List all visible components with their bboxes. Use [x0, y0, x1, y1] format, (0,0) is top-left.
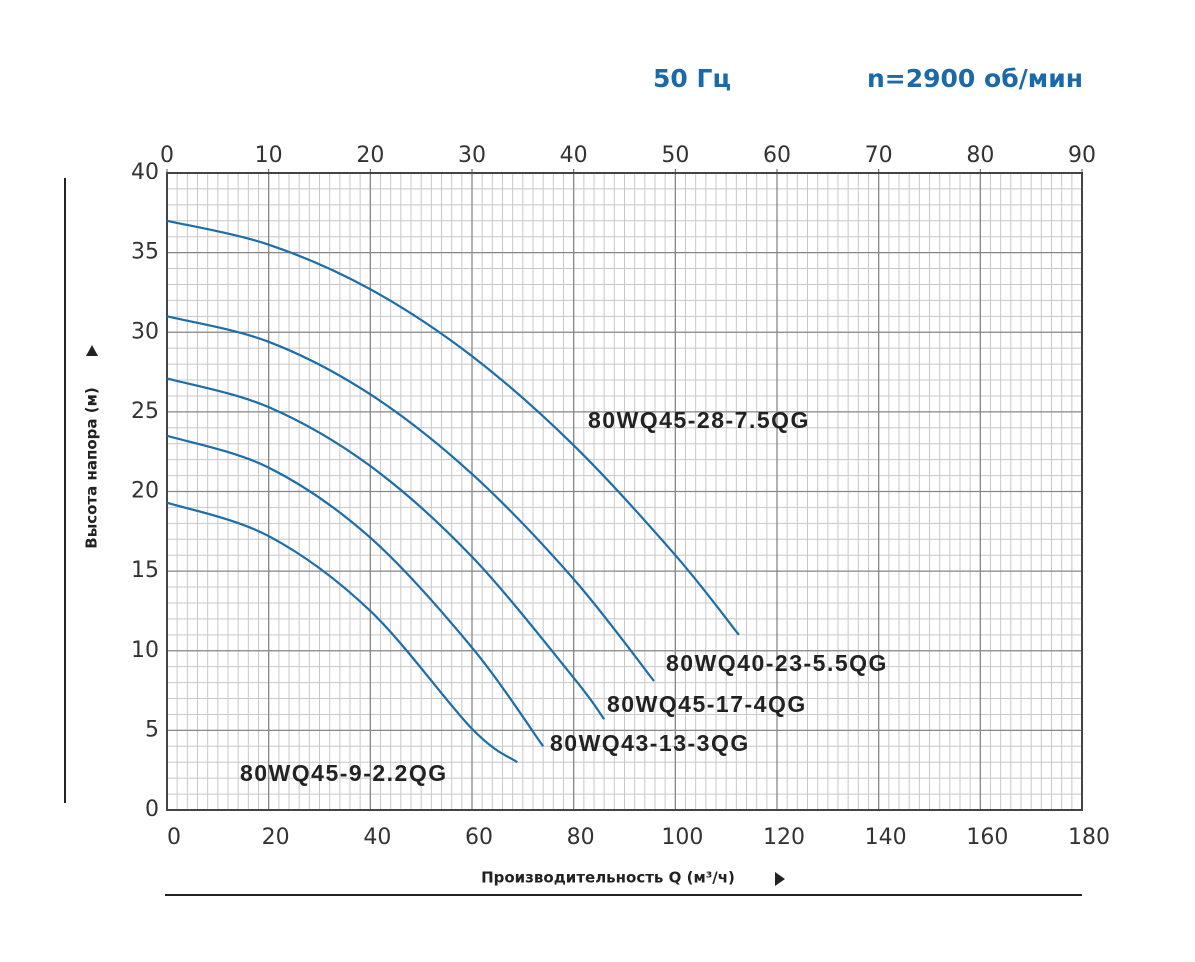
chart-subtitle: n=2900 об/мин: [867, 64, 1083, 93]
x-tick-label: 140: [865, 825, 907, 850]
x2-tick-label: 60: [763, 143, 791, 168]
curve: [166, 377, 606, 720]
x-tick-label: 20: [262, 825, 290, 850]
y-tick-label: 30: [131, 319, 159, 344]
series-label: 80WQ45-9-2.2QG: [240, 760, 448, 786]
curve: [166, 219, 740, 636]
x-tick-label: 180: [1068, 825, 1110, 850]
y-tick-label: 10: [131, 638, 159, 663]
curve: [166, 434, 545, 747]
y-tick-label: 15: [131, 558, 159, 583]
x2-tick-label: 80: [966, 143, 994, 168]
x-tick-label: 160: [966, 825, 1008, 850]
curve: [166, 315, 655, 682]
y-tick-label: 35: [131, 240, 159, 265]
x-axis-label: Производительность Q (м³/ч): [481, 869, 735, 887]
y-axis-label: Высота напора (м): [83, 387, 101, 548]
x2-tick-label: 10: [255, 143, 283, 168]
x2-tick-label: 20: [356, 143, 384, 168]
series-label: 80WQ40-23-5.5QG: [666, 650, 888, 676]
arrow: [86, 345, 98, 356]
x2-tick-label: 50: [661, 143, 689, 168]
y-tick-label: 25: [131, 399, 159, 424]
series-label: 80WQ43-13-3QG: [550, 730, 750, 756]
chart-title: 50 Гц: [653, 64, 731, 93]
x-tick-label: 60: [465, 825, 493, 850]
arrow: [775, 872, 785, 886]
x-tick-label: 120: [763, 825, 805, 850]
y-tick-label: 5: [145, 717, 159, 742]
y-tick-label: 20: [131, 479, 159, 504]
series-label: 80WQ45-28-7.5QG: [588, 407, 810, 433]
x-tick-label: 40: [363, 825, 391, 850]
y-tick-label: 40: [131, 160, 159, 185]
x2-tick-label: 0: [160, 143, 174, 168]
x2-tick-label: 70: [865, 143, 893, 168]
series-label: 80WQ45-17-4QG: [607, 691, 807, 717]
x2-tick-label: 90: [1068, 143, 1096, 168]
y-tick-label: 0: [145, 797, 159, 822]
x2-tick-label: 30: [458, 143, 486, 168]
curve: [166, 501, 518, 764]
plot-frame: [166, 172, 1083, 811]
x2-tick-label: 40: [560, 143, 588, 168]
x-tick-label: 100: [661, 825, 703, 850]
x-tick-label: 80: [567, 825, 595, 850]
x-tick-label: 0: [167, 825, 181, 850]
